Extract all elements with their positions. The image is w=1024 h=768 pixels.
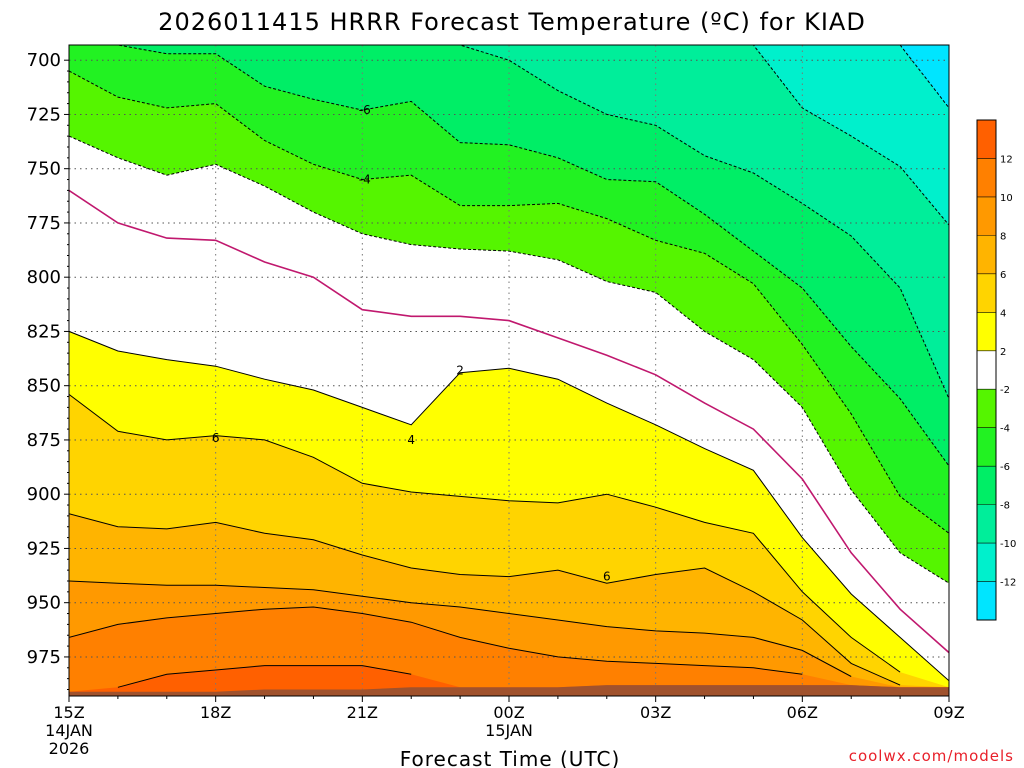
x-tick-date-label: 14JAN bbox=[45, 721, 93, 740]
colorbar-tick-label: 8 bbox=[1000, 231, 1006, 242]
y-tick-label: 700 bbox=[27, 50, 61, 71]
colorbar-swatch bbox=[977, 312, 996, 351]
colorbar-tick-label: 2 bbox=[1000, 347, 1006, 358]
chart-title: 2026011415 HRRR Forecast Temperature (ºC… bbox=[158, 8, 866, 36]
y-axis: 700 725 750 775 800 825 850 875 900 925 950 975 bbox=[27, 50, 69, 690]
y-tick-label: 800 bbox=[27, 267, 61, 288]
y-tick-label: 825 bbox=[27, 321, 61, 342]
credit-text[interactable]: coolwx.com/models bbox=[849, 747, 1014, 765]
x-tick-date-label: 15JAN bbox=[485, 721, 533, 740]
x-tick-label: 03Z bbox=[640, 703, 671, 722]
contour-label: 6 bbox=[212, 431, 220, 445]
y-tick-label: 850 bbox=[27, 376, 61, 397]
y-tick-label: 725 bbox=[27, 104, 61, 125]
x-tick-label: 18Z bbox=[200, 703, 231, 722]
colorbar-legend: -12 -10 -8 -6 -4 -2 2 4 6 8 10 12 bbox=[976, 119, 1016, 621]
x-tick-label: 06Z bbox=[787, 703, 818, 722]
x-tick-label: 21Z bbox=[347, 703, 378, 722]
x-tick-label: 00Z bbox=[493, 703, 524, 722]
y-tick-label: 950 bbox=[27, 593, 61, 614]
y-tick-label: 875 bbox=[27, 430, 61, 451]
x-tick-label: 09Z bbox=[933, 703, 964, 722]
colorbar-tick-label: -12 bbox=[1000, 578, 1016, 589]
colorbar-tick-label: -10 bbox=[1000, 539, 1016, 550]
y-tick-label: 900 bbox=[27, 484, 61, 505]
colorbar-swatch bbox=[977, 235, 996, 274]
colorbar-swatch bbox=[977, 273, 996, 313]
y-tick-label: 925 bbox=[27, 538, 61, 559]
colorbar-tick-label: -8 bbox=[1000, 501, 1010, 512]
isotherm-minus-2-line bbox=[69, 135, 949, 584]
colorbar-tick-label: 12 bbox=[1000, 154, 1013, 165]
colorbar-tick-label: -2 bbox=[1000, 385, 1010, 396]
isotherm-minus-10-line bbox=[606, 45, 949, 226]
x-axis-title: Forecast Time (UTC) bbox=[400, 747, 621, 768]
colorbar-swatch bbox=[977, 389, 996, 428]
colorbar-swatch bbox=[977, 196, 996, 236]
contour-label: -6 bbox=[359, 103, 371, 117]
isotherm-6-line bbox=[69, 513, 901, 686]
colorbar-swatch bbox=[977, 120, 996, 159]
colorbar-tick-label: 10 bbox=[1000, 193, 1013, 204]
grid-lines bbox=[69, 45, 949, 696]
colorbar-tick-label: -4 bbox=[1000, 424, 1010, 435]
x-tick-label: 15Z bbox=[53, 703, 84, 722]
isotherm-lines bbox=[69, 45, 949, 688]
isotherm-minus-4-line bbox=[69, 70, 949, 534]
colorbar-swatch bbox=[977, 581, 996, 620]
colorbar-swatch bbox=[977, 158, 996, 197]
ground-surface bbox=[69, 685, 949, 696]
x-tick-year-label: 2026 bbox=[49, 739, 90, 758]
colorbar-swatch bbox=[977, 466, 996, 505]
colorbar-tick-label: 4 bbox=[1000, 308, 1006, 319]
isotherm-2-line bbox=[69, 330, 949, 682]
y-tick-label: 775 bbox=[27, 213, 61, 234]
temperature-fill-bands bbox=[69, 45, 949, 696]
isotherm-8-line bbox=[69, 580, 852, 677]
contour-label: 4 bbox=[407, 433, 415, 447]
isotherm-minus-12-line bbox=[899, 45, 949, 109]
isotherm-4-line bbox=[69, 394, 901, 673]
colorbar-swatch bbox=[977, 350, 996, 390]
ground-fill bbox=[69, 685, 949, 696]
contour-label: -4 bbox=[359, 173, 371, 187]
y-tick-label: 750 bbox=[27, 159, 61, 180]
colorbar-swatch bbox=[977, 427, 996, 467]
isotherm-12-line bbox=[117, 665, 412, 688]
isotherm-0-line bbox=[69, 189, 949, 654]
isotherm-10-line bbox=[69, 606, 803, 675]
contour-label: 6 bbox=[603, 570, 611, 584]
colorbar-frame bbox=[976, 119, 997, 621]
contour-label: 2 bbox=[456, 364, 464, 378]
isotherm-minus-8-line bbox=[166, 45, 949, 399]
isotherm-minus-6-line bbox=[69, 45, 949, 467]
y-tick-label: 975 bbox=[27, 647, 61, 668]
colorbar-swatch bbox=[977, 504, 996, 544]
contour-labels: -6 -4 2 4 6 6 bbox=[212, 103, 611, 584]
colorbar-tick-label: 6 bbox=[1000, 270, 1006, 281]
colorbar-swatch bbox=[977, 543, 996, 582]
colorbar-tick-label: -6 bbox=[1000, 462, 1010, 473]
plot-area: -6 -4 2 4 6 6 bbox=[69, 45, 949, 696]
